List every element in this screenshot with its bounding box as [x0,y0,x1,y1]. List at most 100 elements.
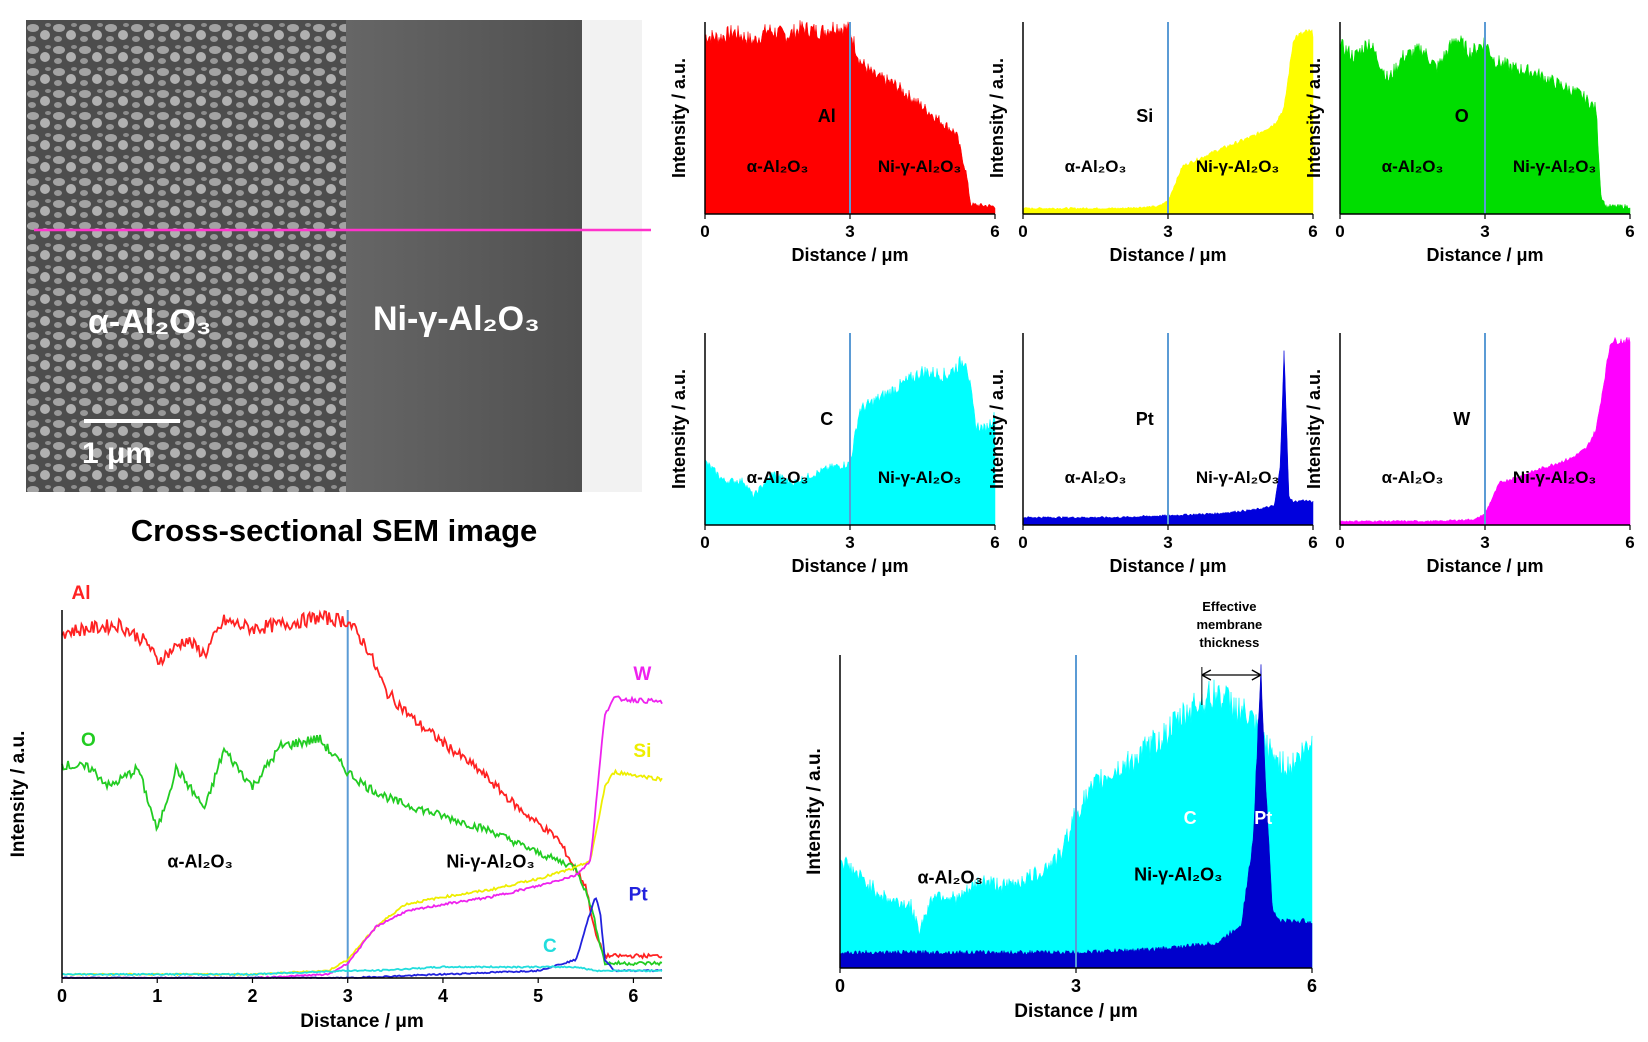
c-x-tick-label: 0 [700,533,709,552]
pt-y-axis-label: Intensity / a.u. [987,369,1007,489]
combined-x-tick-label: 6 [628,986,638,1006]
chart-o: 0 3 6 Distance / μm Intensity / a.u. Oα-Al₂O₃… [1304,22,1635,265]
pt-alpha-region-label: α-Al₂O₃ [1065,468,1127,487]
legend-label-al: Al [72,583,91,604]
o-x-axis-label: Distance / μm [1426,245,1543,265]
pt-element-label: Pt [1136,409,1154,429]
pt-x-tick-label: 3 [1163,533,1172,552]
si-x-tick-label: 3 [1163,222,1172,241]
al-y-axis-label: Intensity / a.u. [669,58,689,178]
chart-si: 0 3 6 Distance / μm Intensity / a.u. Si α-Al₂O… [987,22,1318,265]
w-x-tick-label: 6 [1625,533,1634,552]
legend-label-si: Si [633,741,651,762]
series-line-o [61,734,663,967]
w-x-tick-label: 3 [1480,533,1489,552]
si-alpha-region-label: α-Al₂O₃ [1065,157,1127,176]
pt-ni-region-label: Ni-γ-Al₂O₃ [1196,468,1279,487]
si-x-tick-label: 6 [1308,222,1317,241]
al-ni-region-label: Ni-γ-Al₂O₃ [878,157,961,176]
annotation-text-line: membrane [1196,617,1262,632]
o-alpha-region-label: α-Al₂O₃ [1382,157,1444,176]
sem-alpha-label: α-Al₂O₃ [88,303,212,341]
charts-layer: 0 3 6 Distance / μm Intensity / a.u. Al α-Al₂O… [8,20,1635,1032]
overlay-x-axis-label: Distance / μm [1014,1001,1138,1022]
o-x-tick-label: 0 [1335,222,1344,241]
annotation-text-line: thickness [1199,635,1259,650]
al-x-axis-label: Distance / μm [791,245,908,265]
sem-alpha-region [26,20,346,492]
combined-x-tick-label: 4 [438,986,448,1006]
annotation-arrowheads [1201,669,1262,681]
c-alpha-region-label: α-Al₂O₃ [747,468,809,487]
c-y-axis-label: Intensity / a.u. [669,369,689,489]
combined-alpha-region-label: α-Al₂O₃ [167,852,232,872]
o-ni-region-label: Ni-γ-Al₂O₃ [1513,157,1596,176]
series-line-w [62,695,663,979]
series-line-c [61,965,663,977]
series-line-pt [61,897,662,979]
sem-panel: α-Al₂O₃ Ni-γ-Al₂O₃ 1 μm Cross-sectional … [26,20,651,548]
overlay-x-tick-label: 6 [1307,976,1317,996]
al-alpha-region-label: α-Al₂O₃ [747,157,809,176]
sem-caption: Cross-sectional SEM image [131,513,538,548]
overlay-ni-region-label: Ni-γ-Al₂O₃ [1134,864,1222,884]
si-y-axis-label: Intensity / a.u. [987,58,1007,178]
w-y-axis-label: Intensity / a.u. [1304,369,1324,489]
al-x-tick-label: 3 [845,222,854,241]
scale-bar [84,419,180,423]
pt-x-tick-label: 0 [1018,533,1027,552]
overlay-pt-label: Pt [1254,808,1272,828]
chart-pt: 0 3 6 Distance / μm Intensity / a.u. Pt α-Al₂O… [987,333,1318,576]
sem-ni-region [346,20,582,492]
sem-surface-region [582,20,642,492]
c-x-tick-label: 3 [845,533,854,552]
w-x-tick-label: 0 [1335,533,1344,552]
chart-c: 0 3 6 Distance / μm Intensity / a.u. Cα-Al₂O₃… [669,333,1000,576]
overlay-x-tick-label: 3 [1071,976,1081,996]
si-x-tick-label: 0 [1018,222,1027,241]
c-x-tick-label: 6 [990,533,999,552]
combined-x-tick-label: 1 [152,986,162,1006]
chart-al: 0 3 6 Distance / μm Intensity / a.u. Al α-Al₂O… [669,20,1000,265]
combined-x-tick-label: 0 [57,986,67,1006]
overlay-alpha-region-label: α-Al₂O₃ [917,867,982,887]
combined-x-axis-label: Distance / μm [300,1011,424,1032]
o-x-tick-label: 3 [1480,222,1489,241]
o-y-axis-label: Intensity / a.u. [1304,58,1324,178]
c-ni-region-label: Ni-γ-Al₂O₃ [878,468,961,487]
al-x-tick-label: 6 [990,222,999,241]
chart-combined: 0 1 2 3 4 5 6 Distance / μm Intensity / a.u. Al O S… [8,583,663,1032]
combined-x-tick-label: 2 [247,986,257,1006]
series-line-al [61,609,663,960]
sem-ni-label: Ni-γ-Al₂O₃ [373,300,540,338]
w-element-label: W [1453,409,1470,429]
pt-x-tick-label: 6 [1308,533,1317,552]
legend-label-o: O [81,730,96,751]
al-x-tick-label: 0 [700,222,709,241]
o-x-tick-label: 6 [1625,222,1634,241]
w-ni-region-label: Ni-γ-Al₂O₃ [1513,468,1596,487]
overlay-x-tick-label: 0 [835,976,845,996]
legend-label-w: W [633,664,651,685]
o-element-label: O [1455,106,1469,126]
legend-label-pt: Pt [629,885,649,906]
annotation-text-line: Effective [1202,599,1256,614]
pt-x-axis-label: Distance / μm [1109,556,1226,576]
c-x-axis-label: Distance / μm [791,556,908,576]
si-ni-region-label: Ni-γ-Al₂O₃ [1196,157,1279,176]
overlay-c-label: C [1184,808,1197,828]
si-element-label: Si [1136,106,1153,126]
combined-x-tick-label: 5 [533,986,543,1006]
overlay-y-axis-label: Intensity / a.u. [804,748,825,875]
legend-label-c: C [543,936,557,957]
c-element-label: C [820,409,833,429]
combined-ni-region-label: Ni-γ-Al₂O₃ [446,852,534,872]
w-alpha-region-label: α-Al₂O₃ [1382,468,1444,487]
chart-overlay: 0 3 6 Distance / μm Intensity / a.u. α-Al₂O₃ N… [804,599,1317,1022]
w-x-axis-label: Distance / μm [1426,556,1543,576]
scale-bar-label: 1 μm [82,437,152,470]
si-x-axis-label: Distance / μm [1109,245,1226,265]
al-element-label: Al [818,106,836,126]
chart-w: 0 3 6 Distance / μm Intensity / a.u. Wα-Al₂O₃… [1304,333,1635,576]
